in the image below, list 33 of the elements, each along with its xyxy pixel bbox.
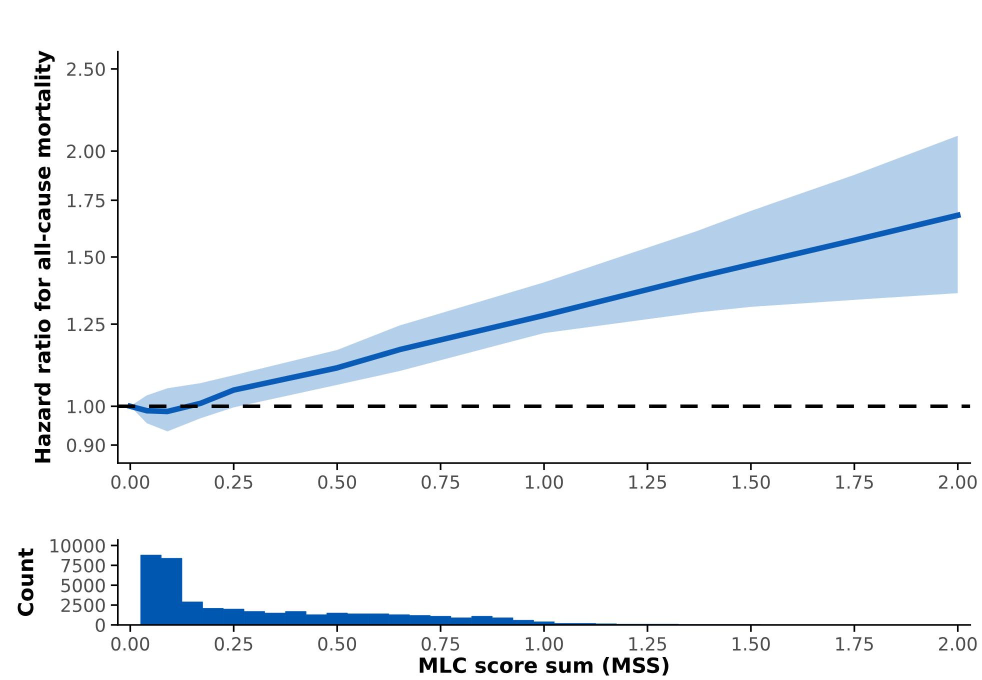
y-axis-title: Hazard ratio for all-cause mortality: [34, 50, 55, 463]
x-tick-label: 0.50: [318, 475, 356, 489]
y-tick-label: 2.00: [67, 144, 105, 158]
y-axis-title: Count: [18, 548, 34, 616]
y-tick-label: 2.50: [67, 62, 105, 76]
x-tick-label: 1.75: [836, 637, 873, 651]
y-tick-label: 0: [96, 618, 105, 632]
x-tick-label: 0.00: [111, 637, 150, 651]
x-tick-label: 2.00: [939, 475, 977, 489]
x-tick-label: 1.75: [836, 475, 873, 489]
x-tick-label: 1.25: [629, 637, 666, 651]
x-tick-label: 1.00: [526, 475, 563, 489]
x-tick-label: 0.25: [214, 637, 252, 651]
x-tick-label: 0.00: [111, 475, 150, 489]
x-tick-label: 2.00: [939, 637, 977, 651]
y-tick-label: 1.75: [68, 194, 104, 208]
x-tick-label: 1.00: [526, 637, 563, 651]
y-tick-label: 7500: [62, 558, 105, 572]
x-tick-label: 1.50: [732, 475, 770, 489]
y-tick-label: 0.90: [67, 438, 105, 452]
y-tick-label: 10000: [50, 538, 105, 553]
x-tick-label: 0.75: [422, 637, 460, 651]
y-tick-label: 2500: [61, 598, 105, 612]
x-axis-title: MLC score sum (MSS): [420, 657, 668, 676]
x-tick-label: 1.25: [629, 475, 666, 489]
x-tick-label: 0.25: [214, 475, 252, 489]
y-tick-label: 5000: [61, 578, 105, 592]
x-tick-label: 1.50: [732, 637, 770, 651]
x-tick-label: 0.75: [422, 475, 460, 489]
x-tick-label: 0.50: [318, 637, 356, 651]
y-tick-label: 1.50: [68, 250, 105, 264]
y-tick-label: 1.00: [68, 400, 105, 414]
y-tick-label: 1.25: [68, 318, 104, 332]
